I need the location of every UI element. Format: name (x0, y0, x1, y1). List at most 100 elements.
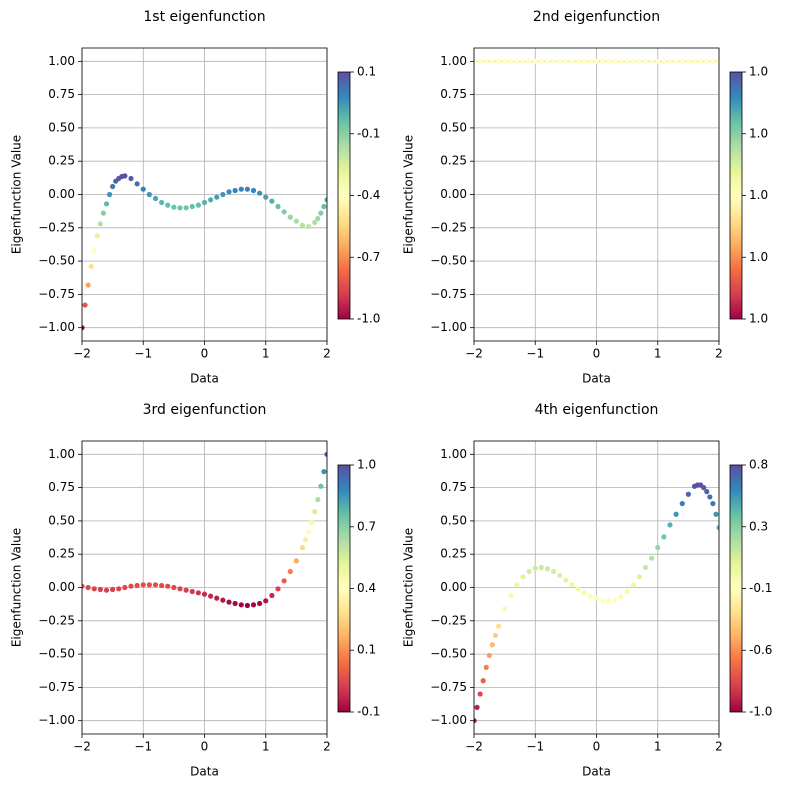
point (122, 173, 128, 179)
colorbar-tick-label: 0.8 (749, 458, 768, 472)
subplot: 4th eigenfunction −2 −1 0 1 2 −1.00 −0.75 −0.50 −… (402, 402, 773, 779)
point (309, 519, 315, 525)
point (532, 565, 538, 571)
point (495, 58, 502, 64)
point (232, 600, 238, 607)
point (474, 718, 477, 724)
point (281, 209, 287, 215)
point (302, 536, 309, 543)
x-tick-label: −1 (526, 347, 544, 361)
point (269, 592, 275, 599)
chart-title: 4th eigenfunction (535, 402, 659, 418)
point (569, 582, 575, 588)
x-tick-label: 0 (593, 740, 601, 754)
colorbar-tick-label: 0.4 (357, 581, 376, 595)
point (312, 219, 318, 226)
point (195, 590, 201, 596)
point (698, 58, 704, 64)
point (146, 582, 152, 588)
chart-title: 3rd eigenfunction (143, 402, 267, 418)
axes-frame (81, 47, 328, 342)
point (97, 586, 103, 593)
x-tick-label: −2 (465, 347, 483, 361)
y-tick-label: −1.00 (430, 320, 467, 334)
point (716, 524, 719, 531)
x-axis-label: Data (190, 765, 219, 779)
y-tick-label: 0.50 (48, 120, 75, 134)
point (94, 233, 100, 239)
point (97, 221, 103, 227)
colorbar-tick-label: 0.3 (749, 519, 768, 533)
y-tick-label: −1.00 (38, 320, 75, 334)
point (532, 58, 538, 64)
y-tick-label: −0.50 (430, 647, 467, 661)
point (514, 582, 520, 588)
point (544, 58, 551, 64)
point (612, 58, 618, 64)
y-tick-label: 1.00 (48, 447, 75, 461)
y-tick-label: −0.75 (430, 287, 467, 301)
point (508, 592, 514, 599)
point (244, 186, 250, 192)
point (486, 652, 492, 659)
y-tick-label: −0.75 (38, 287, 75, 301)
point (306, 223, 312, 230)
point (287, 568, 293, 575)
point (88, 263, 94, 270)
point (593, 58, 600, 64)
point (250, 187, 257, 194)
colorbar-tick-label: -0.4 (357, 188, 380, 202)
colorbar (729, 71, 743, 320)
point (82, 302, 88, 308)
y-tick-label: 0.25 (440, 547, 467, 561)
y-tick-label: −0.50 (430, 254, 467, 268)
point (134, 181, 140, 187)
y-tick-label: 1.00 (440, 54, 467, 68)
point (91, 247, 97, 254)
y-axis-label: Eigenfunction Value (10, 135, 24, 254)
colorbar-tick-label: -0.1 (357, 705, 380, 719)
point (661, 534, 667, 540)
point (710, 58, 716, 64)
point (701, 485, 707, 491)
point (263, 598, 269, 604)
point (593, 595, 600, 601)
chart-title: 2nd eigenfunction (533, 9, 660, 25)
y-tick-label: −0.50 (38, 647, 75, 661)
point (538, 58, 544, 64)
point (618, 58, 624, 64)
point (183, 587, 189, 593)
point (189, 203, 195, 210)
point (306, 528, 312, 535)
point (140, 582, 146, 588)
y-tick-label: 0.00 (48, 580, 75, 594)
subplot: 1st eigenfunction −2 −1 0 1 2 −1.00 −0.75 −0.50 −… (10, 9, 381, 386)
point (575, 58, 581, 64)
points (474, 482, 719, 724)
x-tick-label: 0 (201, 347, 209, 361)
x-tick-label: 2 (715, 740, 723, 754)
point (685, 58, 691, 64)
point (189, 588, 195, 595)
colorbar-tick-label: 1.0 (357, 458, 376, 472)
point (636, 58, 642, 64)
point (315, 497, 321, 503)
y-tick-label: −0.75 (38, 680, 75, 694)
point (581, 58, 587, 64)
point (293, 218, 299, 224)
x-tick-label: −1 (526, 740, 544, 754)
point (287, 214, 293, 220)
point (82, 325, 85, 331)
y-tick-label: −0.50 (38, 254, 75, 268)
point (587, 58, 593, 64)
point (575, 586, 581, 592)
colorbar-tick-label: -1.0 (357, 312, 380, 326)
point (201, 199, 208, 206)
y-axis-label: Eigenfunction Value (10, 528, 24, 647)
x-tick-label: 2 (323, 347, 331, 361)
point (177, 205, 183, 211)
x-tick-label: −1 (134, 740, 152, 754)
point (618, 594, 624, 600)
point (489, 642, 495, 648)
y-tick-label: −1.00 (38, 713, 75, 727)
